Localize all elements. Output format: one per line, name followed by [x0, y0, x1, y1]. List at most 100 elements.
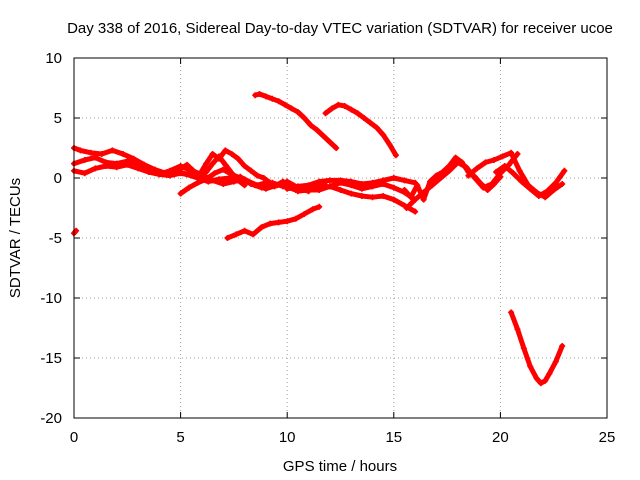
data-point [527, 185, 534, 192]
data-point [508, 149, 515, 156]
data-point [254, 182, 261, 189]
data-point [275, 98, 282, 105]
x-tick-label: 0 [70, 429, 78, 446]
data-point [301, 115, 308, 121]
data-point [186, 184, 193, 191]
data-point [380, 131, 387, 138]
data-point [499, 153, 506, 160]
y-tick-label: -20 [40, 410, 62, 427]
data-point [177, 165, 184, 172]
data-point [120, 151, 127, 157]
data-point [420, 189, 427, 196]
data-point [190, 167, 197, 174]
data-point [220, 166, 227, 173]
x-axis-label: GPS time / hours [283, 458, 397, 475]
data-point [194, 179, 201, 186]
data-point [414, 182, 421, 189]
data-point [203, 176, 210, 183]
data-point [222, 161, 229, 168]
data-point [390, 184, 397, 191]
data-point [386, 141, 393, 148]
data-point [508, 309, 515, 316]
data-point [171, 171, 178, 178]
data-point [284, 218, 291, 225]
data-point [482, 159, 489, 166]
data-point [488, 181, 495, 187]
data-point [183, 161, 190, 168]
x-tick-label: 15 [385, 429, 402, 446]
data-point [262, 93, 269, 100]
data-point [514, 326, 521, 333]
x-tick-label: 10 [279, 429, 296, 446]
data-point [124, 161, 131, 168]
data-point [380, 181, 387, 187]
data-point [258, 224, 265, 231]
data-point [561, 167, 568, 174]
data-point [222, 147, 229, 154]
x-tick-label: 5 [176, 429, 184, 446]
data-point [369, 183, 376, 190]
data-point [305, 187, 312, 193]
y-tick-label: 5 [54, 110, 62, 127]
y-tick-label: 0 [54, 170, 62, 187]
data-point [134, 165, 141, 172]
series-trace [508, 309, 565, 386]
data-point [454, 159, 461, 166]
data-point [307, 122, 314, 129]
data-point [348, 182, 355, 189]
y-tick-label: -10 [40, 290, 62, 307]
data-point [433, 172, 440, 179]
data-point [292, 215, 299, 222]
series-trace [404, 151, 520, 211]
data-point [260, 175, 267, 181]
data-point [326, 183, 333, 190]
data-point [520, 345, 527, 352]
data-point [533, 375, 540, 382]
data-point [211, 170, 218, 177]
data-point [235, 155, 242, 162]
y-axis-label: SDTVAR / TECUs [7, 178, 24, 298]
data-point [109, 147, 116, 154]
data-point [348, 106, 355, 113]
data-point [559, 181, 566, 187]
data-point [316, 203, 323, 210]
data-point [203, 160, 210, 167]
data-point [209, 160, 216, 167]
x-tick-label: 25 [599, 429, 616, 446]
data-point [252, 92, 259, 99]
data-point [429, 182, 436, 189]
data-point [228, 170, 235, 177]
data-point [102, 163, 109, 169]
series-sat-g [252, 91, 340, 151]
y-tick-label: -15 [40, 350, 62, 367]
data-point [380, 193, 387, 199]
data-point [284, 185, 291, 192]
data-point [275, 219, 282, 226]
data-point [279, 181, 286, 187]
data-point [92, 154, 99, 161]
data-point [245, 178, 252, 185]
data-point [473, 165, 480, 172]
data-point [262, 185, 269, 192]
data-point [250, 231, 257, 238]
series-sat-h [322, 101, 399, 159]
data-point [294, 188, 301, 195]
data-point [437, 175, 444, 181]
data-point [241, 163, 248, 169]
data-point [392, 152, 399, 159]
series-trace [225, 204, 322, 241]
series-sat-m [326, 183, 419, 215]
data-point [335, 101, 342, 108]
data-point [209, 151, 216, 157]
data-point [166, 172, 173, 179]
data-point [535, 193, 542, 199]
data-point [209, 177, 216, 184]
data-point [156, 171, 163, 178]
data-point [98, 151, 105, 157]
data-point [316, 187, 323, 193]
data-point [215, 153, 222, 160]
data-point [420, 196, 427, 203]
data-point [326, 139, 333, 145]
series-trace [252, 91, 339, 151]
